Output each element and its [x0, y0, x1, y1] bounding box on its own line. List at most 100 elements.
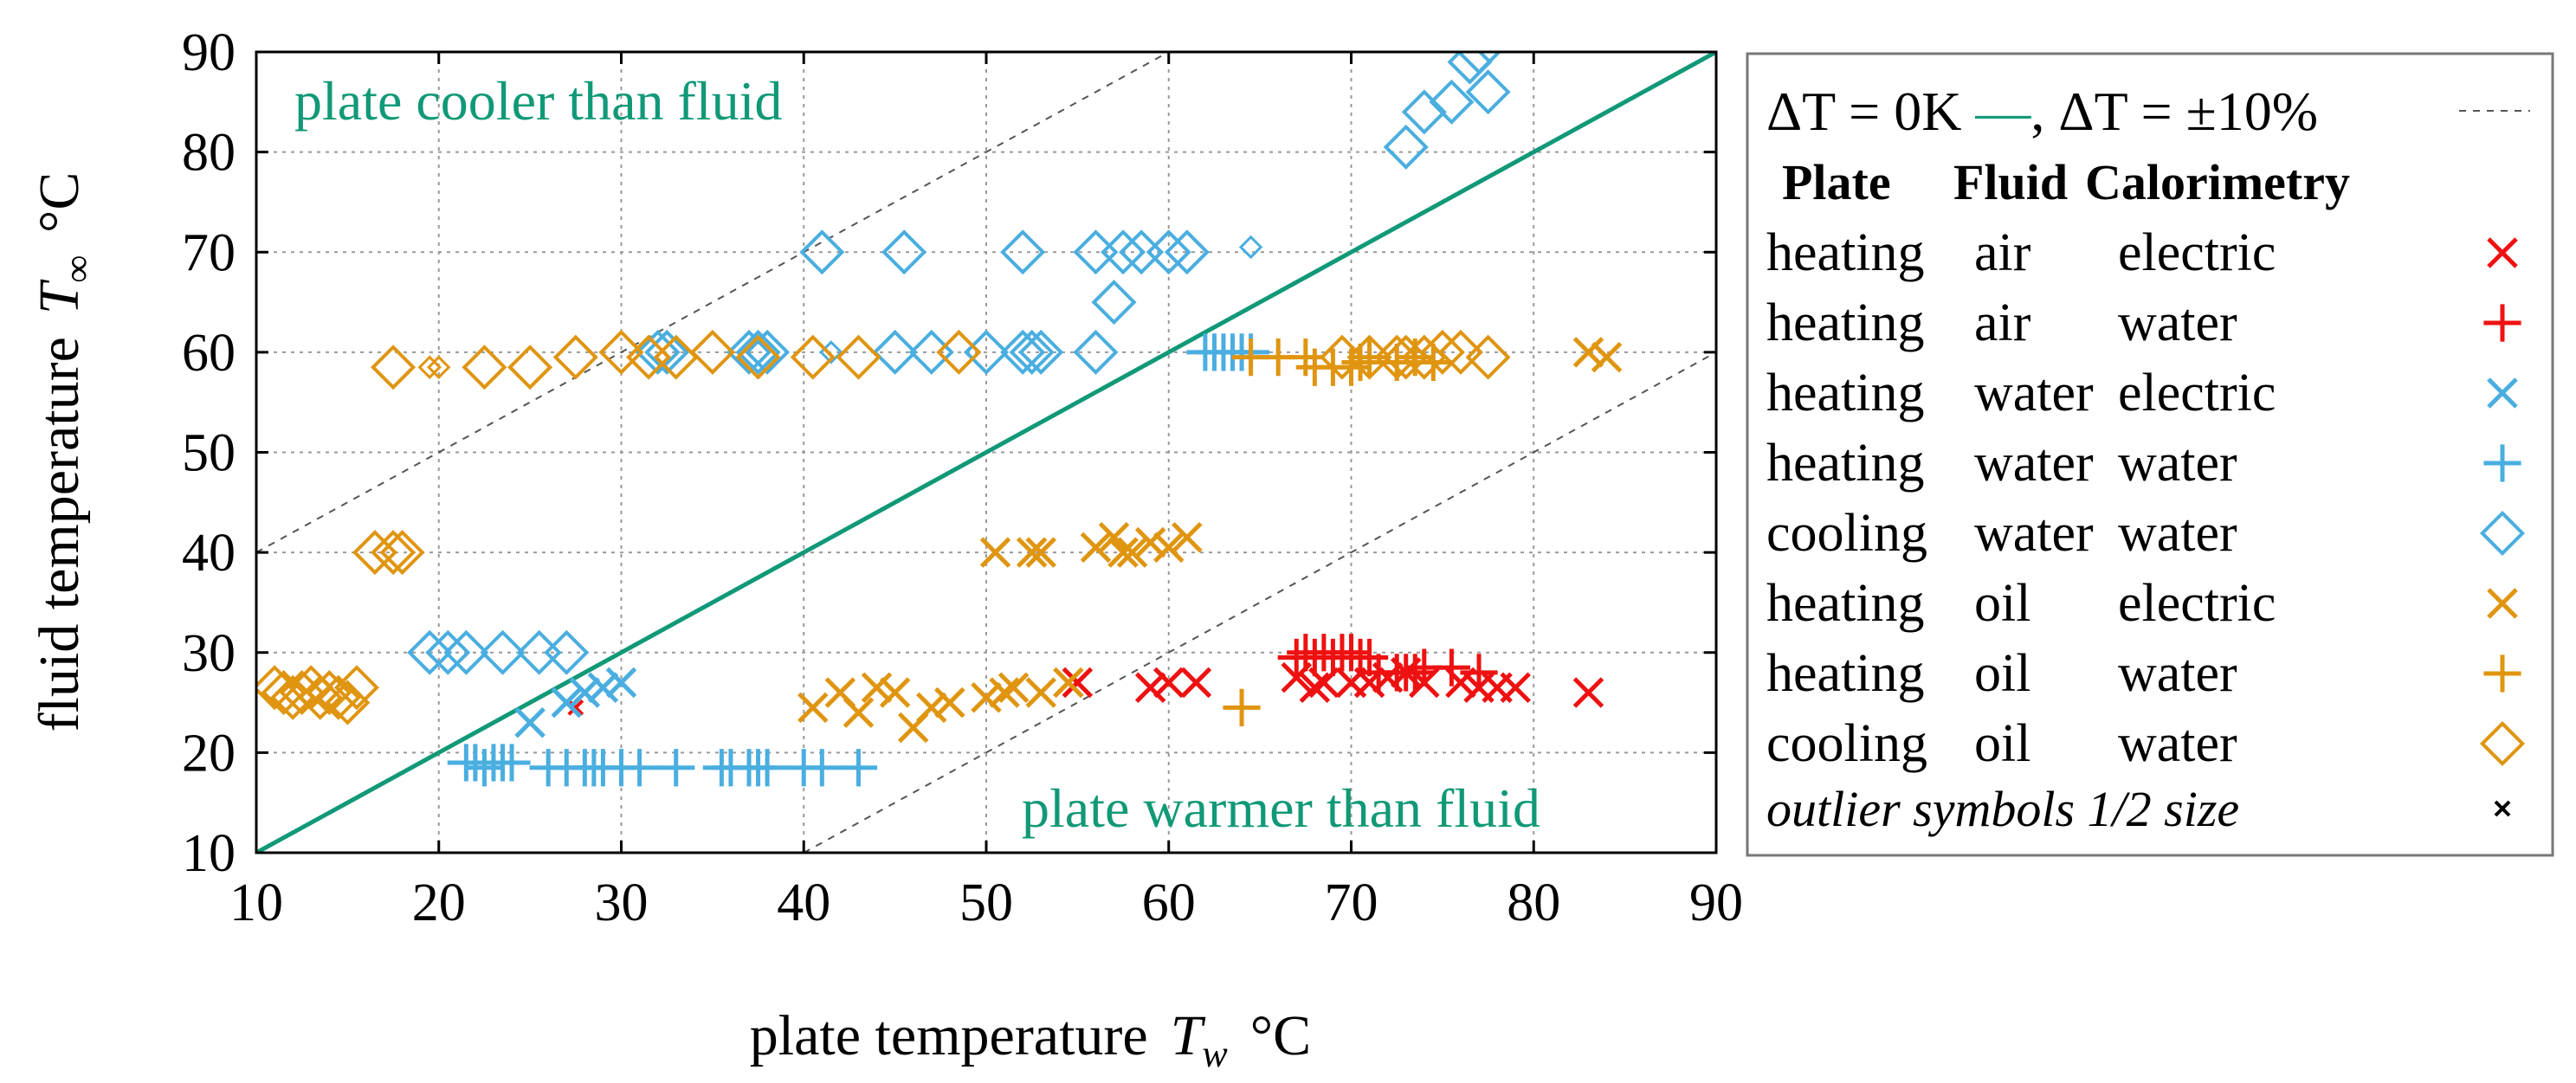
heating-air-electric-point [1500, 672, 1531, 703]
legend-comma: , [2030, 81, 2058, 142]
y-tick-label: 70 [182, 223, 236, 282]
x-tick-label: 80 [1507, 873, 1560, 932]
heating-oil-water-point [1341, 343, 1379, 382]
cooling-oil-water-outlier-point [417, 355, 442, 379]
legend-entry-heating-water-water: heating water water [1766, 434, 2521, 493]
heating-water-electric-point [514, 706, 546, 738]
cooling-water-water-point [1146, 229, 1191, 275]
cooling-oil-water-point [379, 530, 425, 576]
legend-entry-col3: water [2118, 644, 2237, 703]
heating-oil-electric-point [1107, 537, 1139, 568]
data-markers [256, 52, 1623, 787]
heating-oil-electric-point [1116, 537, 1148, 568]
legend-entry-col2: water [1974, 434, 2094, 493]
reference-line-identity [256, 52, 1716, 853]
heating-oil-water-point [1223, 688, 1261, 726]
legend-entry-col1: cooling [1766, 714, 1927, 773]
annotation-plate-warmer: plate warmer than fluid [1022, 777, 1540, 839]
legend-delta-1: ΔT [1766, 81, 1836, 142]
cooling-water-water-point [443, 629, 489, 675]
y-tick-label: 40 [182, 524, 236, 583]
y-axis-label-symbol: T [28, 279, 91, 314]
cooling-water-water-point [1073, 329, 1119, 375]
heating-water-electric-point [605, 667, 637, 699]
cooling-water-water-point [726, 329, 772, 375]
legend-entry-col3: electric [2118, 223, 2276, 282]
cooling-water-water-point [881, 229, 927, 275]
heating-oil-electric-point [1053, 667, 1084, 699]
heating-oil-electric-point [879, 677, 911, 708]
legend-marker-heating-oil-electric [2487, 588, 2518, 619]
x-axis-label-subscript: w [1202, 1033, 1228, 1075]
heating-water-electric-point [551, 687, 583, 719]
legend-entry-col1: heating [1766, 434, 1925, 493]
legend-entry-col3: water [2118, 504, 2237, 563]
cooling-oil-water-point [735, 334, 781, 380]
cooling-oil-water-point [1401, 334, 1447, 380]
legend-entry-col2: air [1974, 223, 2031, 282]
legend-box [1746, 52, 2554, 857]
legend-entry-col2: water [1974, 504, 2094, 563]
cooling-oil-water-point [371, 345, 416, 390]
legend-entry-text: heating air electric [1766, 223, 2276, 282]
heating-oil-electric-point [1572, 337, 1604, 368]
cooling-water-water-point [1401, 89, 1447, 135]
cooling-water-water-outlier-point [1238, 235, 1263, 260]
cooling-water-water-point [1018, 329, 1064, 375]
y-tick-label: 10 [182, 824, 236, 883]
heating-air-electric-point [1180, 667, 1212, 699]
x-tick-label: 60 [1142, 873, 1196, 932]
legend-entry-col2: water [1974, 364, 2094, 422]
heating-water-water-point [493, 744, 531, 782]
legend-delta-2: ΔT [2058, 81, 2127, 142]
heating-oil-electric-point [934, 687, 965, 719]
legend-outlier-marker [2494, 800, 2511, 817]
legend-entry-col3: water [2118, 434, 2237, 493]
y-axis-label-prefix: fluid temperature [28, 337, 91, 732]
heating-oil-electric-point [1025, 537, 1056, 568]
legend-entry-col2: oil [1974, 574, 2030, 633]
legend-entry-heating-oil-water: heating oil water [1766, 644, 2521, 703]
heating-oil-electric-point [861, 672, 893, 703]
cooling-water-water-point [407, 629, 453, 675]
legend-entry-cooling-water-water: cooling water water [1766, 504, 2526, 563]
heating-water-water-point [839, 749, 878, 787]
heating-water-water-point [748, 749, 786, 787]
heating-oil-electric-point [1098, 522, 1130, 553]
cooling-oil-water-point [507, 345, 553, 390]
heating-air-electric-point [1572, 677, 1604, 708]
heating-water-water-point [657, 749, 695, 787]
cooling-water-water-point [745, 329, 791, 375]
heating-water-electric-point [587, 672, 619, 703]
legend-entry-text: heating water electric [1766, 364, 2276, 422]
cooling-water-water-point [544, 629, 590, 675]
y-tick-label: 60 [182, 324, 236, 383]
legend-eq-2: = ±10% [2127, 81, 2319, 142]
x-tick-label: 40 [777, 873, 830, 932]
legend-entry-col2: air [1974, 293, 2031, 352]
legend-entry-col3: water [2118, 293, 2237, 352]
cooling-oil-water-point [315, 674, 361, 720]
cooling-water-water-point [1465, 69, 1511, 115]
cooling-water-water-point [425, 629, 471, 675]
legend-entry-col1: heating [1766, 293, 1925, 352]
heating-oil-electric-point [971, 682, 1002, 713]
cooling-oil-water-point [689, 329, 735, 375]
legend-entry-col1: heating [1766, 364, 1925, 422]
cooling-water-water-point [1091, 280, 1137, 326]
cooling-oil-water-point [261, 669, 307, 716]
y-axis-label-subscript: ∞ [56, 255, 99, 282]
cooling-water-water-point [1456, 52, 1502, 75]
heating-oil-electric-point [1080, 532, 1112, 564]
heating-water-water-point [620, 749, 659, 787]
heating-oil-electric-point [797, 692, 829, 724]
y-tick-label: 20 [182, 724, 236, 783]
x-tick-label: 70 [1325, 873, 1378, 932]
heating-air-water-point [1332, 634, 1371, 672]
cooling-water-water-point [1383, 124, 1429, 170]
x-tick-label: 20 [412, 873, 466, 932]
cooling-water-water-point [1164, 229, 1210, 275]
x-axis-label-prefix: plate temperature [750, 1004, 1148, 1067]
legend-entry-col1: heating [1766, 223, 1925, 282]
legend-header-calorimetry: Calorimetry [2085, 154, 2350, 210]
